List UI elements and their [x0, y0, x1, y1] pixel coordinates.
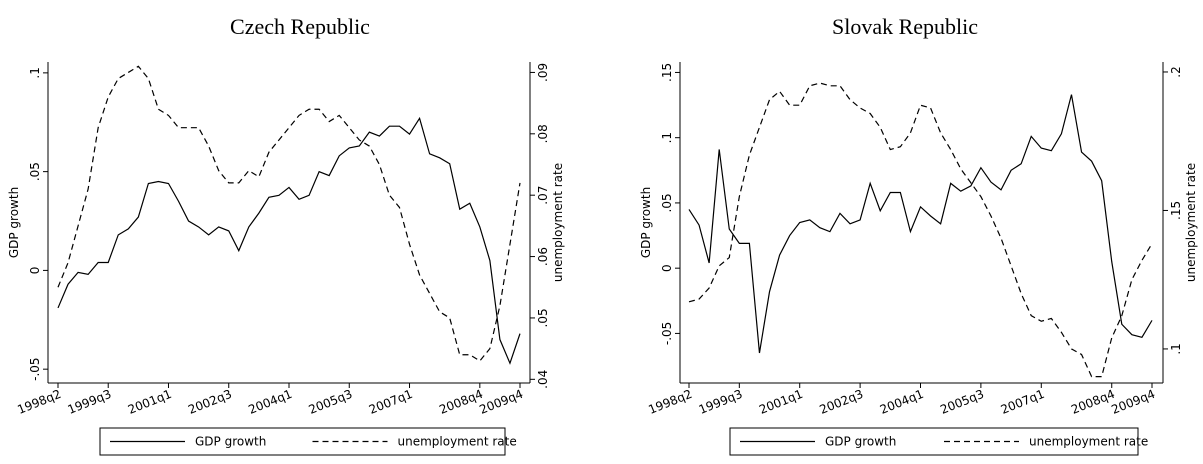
y-tick-label: 0: [660, 264, 674, 272]
x-tick-label: 2002q3: [186, 387, 234, 417]
panel: Slovak Republic -.05 0 .05 .1 .15 .1 .15 .2 GDP g…: [639, 14, 1198, 456]
x-tick-label: 2001q1: [757, 387, 805, 417]
x-tick-label: 2001q1: [126, 387, 174, 417]
series-line: [688, 94, 1153, 354]
x-tick-label: 2008q4: [437, 387, 485, 417]
y-tick-label: .1: [660, 132, 674, 143]
y-tick-label: 0: [28, 267, 42, 275]
y2-tick-label: .05: [536, 308, 550, 327]
x-tick-label: 2007q1: [367, 387, 415, 417]
y2-tick-label: .07: [536, 186, 550, 205]
x-tick-label: 2004q1: [246, 387, 294, 417]
x-tick-label: 1998q2: [646, 387, 694, 417]
y-tick-label: .15: [660, 63, 674, 82]
legend-label: GDP growth: [195, 435, 266, 449]
y-axis-label: GDP growth: [639, 187, 653, 258]
y2-tick-label: .2: [1169, 66, 1183, 77]
x-tick-label: 2009q4: [477, 387, 525, 417]
panel: Czech Republic -.05 0 .05 .1 .04 .05 .06 .07 .08.…: [7, 14, 565, 456]
x-tick-label: 1998q2: [15, 387, 63, 417]
y2-tick-label: .09: [536, 63, 550, 82]
y2-tick-label: .06: [536, 247, 550, 266]
y2-axis-label: unemployment rate: [551, 163, 565, 282]
y-tick-label: -.05: [28, 357, 42, 380]
x-tick-label: 1999q3: [697, 387, 745, 417]
chart-title: Slovak Republic: [832, 14, 978, 39]
y-axis-label: GDP growth: [7, 187, 21, 258]
x-tick-label: 2004q1: [878, 387, 926, 417]
legend-label: unemployment rate: [398, 435, 517, 449]
x-tick-label: 2005q3: [938, 387, 986, 417]
y2-tick-label: .1: [1169, 343, 1183, 354]
legend-label: GDP growth: [825, 435, 896, 449]
y2-tick-label: .08: [536, 124, 550, 143]
y-tick-label: .05: [28, 162, 42, 181]
y-tick-label: .1: [28, 67, 42, 78]
x-tick-label: 2008q4: [1069, 387, 1117, 417]
x-tick-label: 2002q3: [818, 387, 866, 417]
series-line: [57, 65, 521, 362]
x-tick-label: 1999q3: [66, 387, 114, 417]
y2-axis-label: unemployment rate: [1184, 163, 1198, 282]
x-tick-label: 2009q4: [1109, 387, 1157, 417]
y2-tick-label: .15: [1169, 201, 1183, 220]
chart-title: Czech Republic: [230, 14, 370, 39]
x-tick-label: 2005q3: [307, 387, 355, 417]
y-tick-label: .05: [660, 193, 674, 212]
y2-tick-label: .04: [536, 370, 550, 389]
series-line: [57, 116, 521, 365]
y-tick-label: -.05: [660, 322, 674, 345]
legend-label: unemployment rate: [1029, 435, 1148, 449]
x-tick-label: 2007q1: [999, 387, 1047, 417]
series-line: [688, 82, 1153, 378]
